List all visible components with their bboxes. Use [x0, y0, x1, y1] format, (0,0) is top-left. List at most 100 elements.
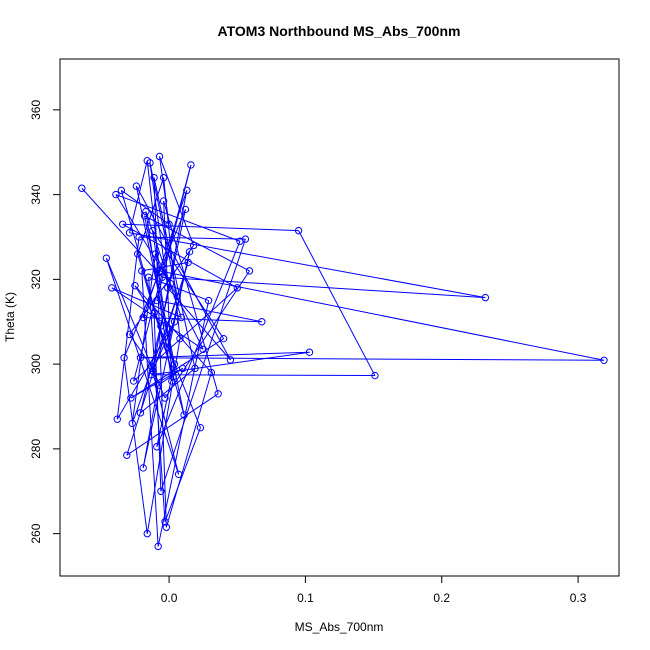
data-point — [166, 279, 175, 288]
series-segment — [137, 177, 165, 255]
series-segment — [151, 374, 375, 377]
series-segment — [129, 232, 486, 299]
data-point — [155, 152, 164, 161]
data-point — [147, 362, 156, 370]
series-segment — [123, 209, 186, 358]
data-point — [258, 318, 266, 326]
series-segment — [159, 270, 605, 361]
series-segment — [162, 276, 486, 299]
series-segment — [116, 236, 140, 420]
series-segment — [164, 427, 201, 522]
data-point — [219, 334, 228, 343]
data-point — [134, 250, 142, 258]
data-point — [153, 296, 161, 305]
data-point — [226, 356, 235, 364]
data-point — [161, 394, 169, 402]
data-point — [108, 284, 116, 292]
data-point — [371, 371, 379, 380]
y-tick-label: 260 — [29, 523, 43, 543]
series-segment — [145, 211, 182, 318]
data-point — [158, 273, 166, 281]
series-segment — [160, 238, 246, 492]
data-point — [113, 415, 121, 423]
series-segment — [140, 357, 605, 361]
data-point — [185, 248, 194, 256]
data-point — [170, 318, 179, 326]
data-point — [149, 226, 157, 235]
data-point — [144, 273, 153, 281]
data-point — [170, 360, 179, 368]
data-point — [150, 309, 158, 317]
data-point — [180, 411, 188, 419]
data-point — [233, 284, 241, 292]
data-point — [183, 186, 191, 195]
series-segment — [123, 357, 148, 534]
data-point — [128, 419, 136, 428]
data-point — [151, 250, 160, 258]
series-segment — [126, 393, 219, 456]
data-point — [149, 366, 157, 375]
data-point — [305, 348, 314, 356]
y-tick-label: 280 — [29, 439, 43, 459]
data-point — [207, 368, 216, 377]
series-segment — [81, 187, 163, 278]
chart-title: ATOM3 Northbound MS_Abs_700nm — [218, 23, 461, 39]
data-point — [168, 377, 176, 385]
series-segment — [159, 156, 195, 246]
data-point — [157, 487, 165, 495]
data-point — [164, 343, 172, 351]
data-point — [132, 182, 141, 190]
data-point — [600, 356, 608, 365]
series-segment — [163, 177, 181, 339]
series-points — [78, 152, 608, 551]
data-point — [78, 184, 86, 192]
series-segment — [153, 313, 201, 428]
data-point — [147, 371, 156, 379]
y-axis: 260 280 300 320 340 360 — [29, 100, 61, 544]
y-tick-label: 340 — [29, 184, 43, 204]
data-point — [135, 233, 143, 241]
series-segment — [135, 185, 231, 361]
x-tick-label: 0.3 — [570, 591, 587, 605]
series-segment — [152, 230, 225, 339]
data-point — [131, 282, 139, 290]
data-point — [189, 241, 198, 250]
data-point — [136, 354, 145, 362]
data-point — [191, 364, 199, 373]
series-segment — [148, 276, 209, 302]
x-tick-label: 0.0 — [161, 591, 178, 605]
data-point — [154, 381, 162, 390]
series-segment — [130, 338, 224, 399]
data-point — [162, 523, 171, 531]
x-tick-label: 0.2 — [433, 591, 450, 605]
data-point — [125, 229, 134, 237]
data-point — [154, 542, 162, 551]
data-point — [127, 394, 135, 402]
data-point — [187, 161, 195, 169]
data-point — [159, 197, 168, 205]
series-segment — [105, 257, 166, 399]
series-segment — [153, 177, 196, 369]
data-point — [481, 293, 490, 302]
y-tick-label: 320 — [29, 269, 43, 289]
series-segment — [140, 367, 196, 414]
data-point — [199, 345, 207, 353]
data-point — [161, 518, 169, 526]
data-point — [294, 226, 303, 235]
data-point — [125, 330, 134, 339]
series-segment — [298, 230, 376, 376]
data-point — [142, 207, 150, 216]
data-point — [204, 296, 213, 305]
data-point — [245, 267, 254, 275]
data-point — [120, 354, 128, 362]
data-point — [214, 390, 222, 398]
x-axis: 0.0 0.1 0.2 0.3 — [161, 575, 587, 605]
data-point — [173, 292, 181, 301]
series-segment — [126, 262, 189, 456]
data-point — [136, 409, 145, 417]
data-point — [174, 470, 183, 478]
series-segment — [164, 270, 250, 399]
data-point — [119, 220, 127, 228]
data-point — [169, 373, 177, 381]
